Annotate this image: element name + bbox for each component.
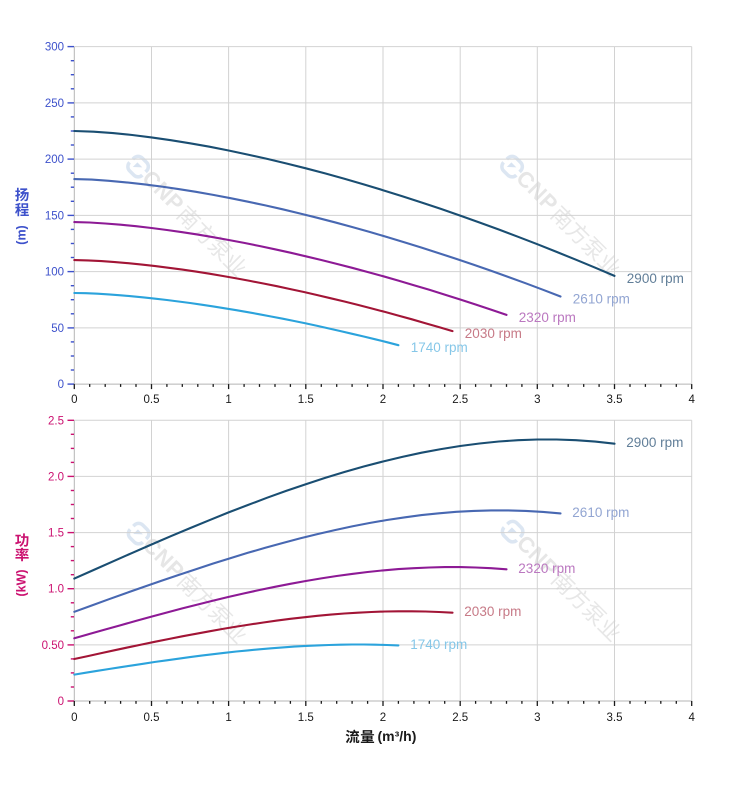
svg-text:0: 0 xyxy=(58,379,64,391)
svg-text:0: 0 xyxy=(71,394,77,406)
svg-text:2610 rpm: 2610 rpm xyxy=(573,292,630,307)
svg-text:2.5: 2.5 xyxy=(452,394,468,406)
svg-text:3.5: 3.5 xyxy=(607,394,623,406)
svg-text:2.5: 2.5 xyxy=(452,712,468,724)
svg-text:1740 rpm: 1740 rpm xyxy=(411,340,468,355)
svg-text:4: 4 xyxy=(688,712,695,724)
svg-text:(kW): (kW) xyxy=(15,569,29,596)
svg-text:250: 250 xyxy=(45,98,64,110)
svg-text:(m³/h): (m³/h) xyxy=(378,728,417,744)
svg-text:1.5: 1.5 xyxy=(48,528,64,540)
svg-text:1: 1 xyxy=(225,394,231,406)
svg-text:0.5: 0.5 xyxy=(144,394,160,406)
svg-text:200: 200 xyxy=(45,154,64,166)
svg-text:2030 rpm: 2030 rpm xyxy=(465,326,522,341)
svg-text:1740 rpm: 1740 rpm xyxy=(410,637,467,652)
svg-text:0: 0 xyxy=(58,696,64,708)
svg-text:3: 3 xyxy=(534,394,540,406)
svg-text:300: 300 xyxy=(45,42,64,54)
svg-text:0.5: 0.5 xyxy=(144,712,160,724)
svg-text:3.5: 3.5 xyxy=(607,712,623,724)
svg-text:2030 rpm: 2030 rpm xyxy=(464,604,521,619)
svg-text:2.5: 2.5 xyxy=(48,415,64,427)
svg-text:1.0: 1.0 xyxy=(48,584,64,596)
svg-text:2320 rpm: 2320 rpm xyxy=(519,310,576,325)
svg-text:2: 2 xyxy=(380,712,386,724)
svg-text:0.50: 0.50 xyxy=(42,640,64,652)
svg-text:2900 rpm: 2900 rpm xyxy=(627,271,684,286)
svg-text:50: 50 xyxy=(51,323,64,335)
svg-text:1.5: 1.5 xyxy=(298,712,314,724)
svg-text:3: 3 xyxy=(534,712,540,724)
svg-text:2900 rpm: 2900 rpm xyxy=(626,435,683,450)
svg-text:0: 0 xyxy=(71,712,77,724)
svg-text:(m): (m) xyxy=(15,225,29,244)
svg-text:100: 100 xyxy=(45,267,64,279)
svg-text:150: 150 xyxy=(45,210,64,222)
svg-text:4: 4 xyxy=(688,394,695,406)
svg-text:2: 2 xyxy=(380,394,386,406)
svg-text:2.0: 2.0 xyxy=(48,471,64,483)
svg-text:1.5: 1.5 xyxy=(298,394,314,406)
svg-text:2610 rpm: 2610 rpm xyxy=(572,505,629,520)
svg-text:1: 1 xyxy=(225,712,231,724)
svg-text:2320 rpm: 2320 rpm xyxy=(518,561,575,576)
